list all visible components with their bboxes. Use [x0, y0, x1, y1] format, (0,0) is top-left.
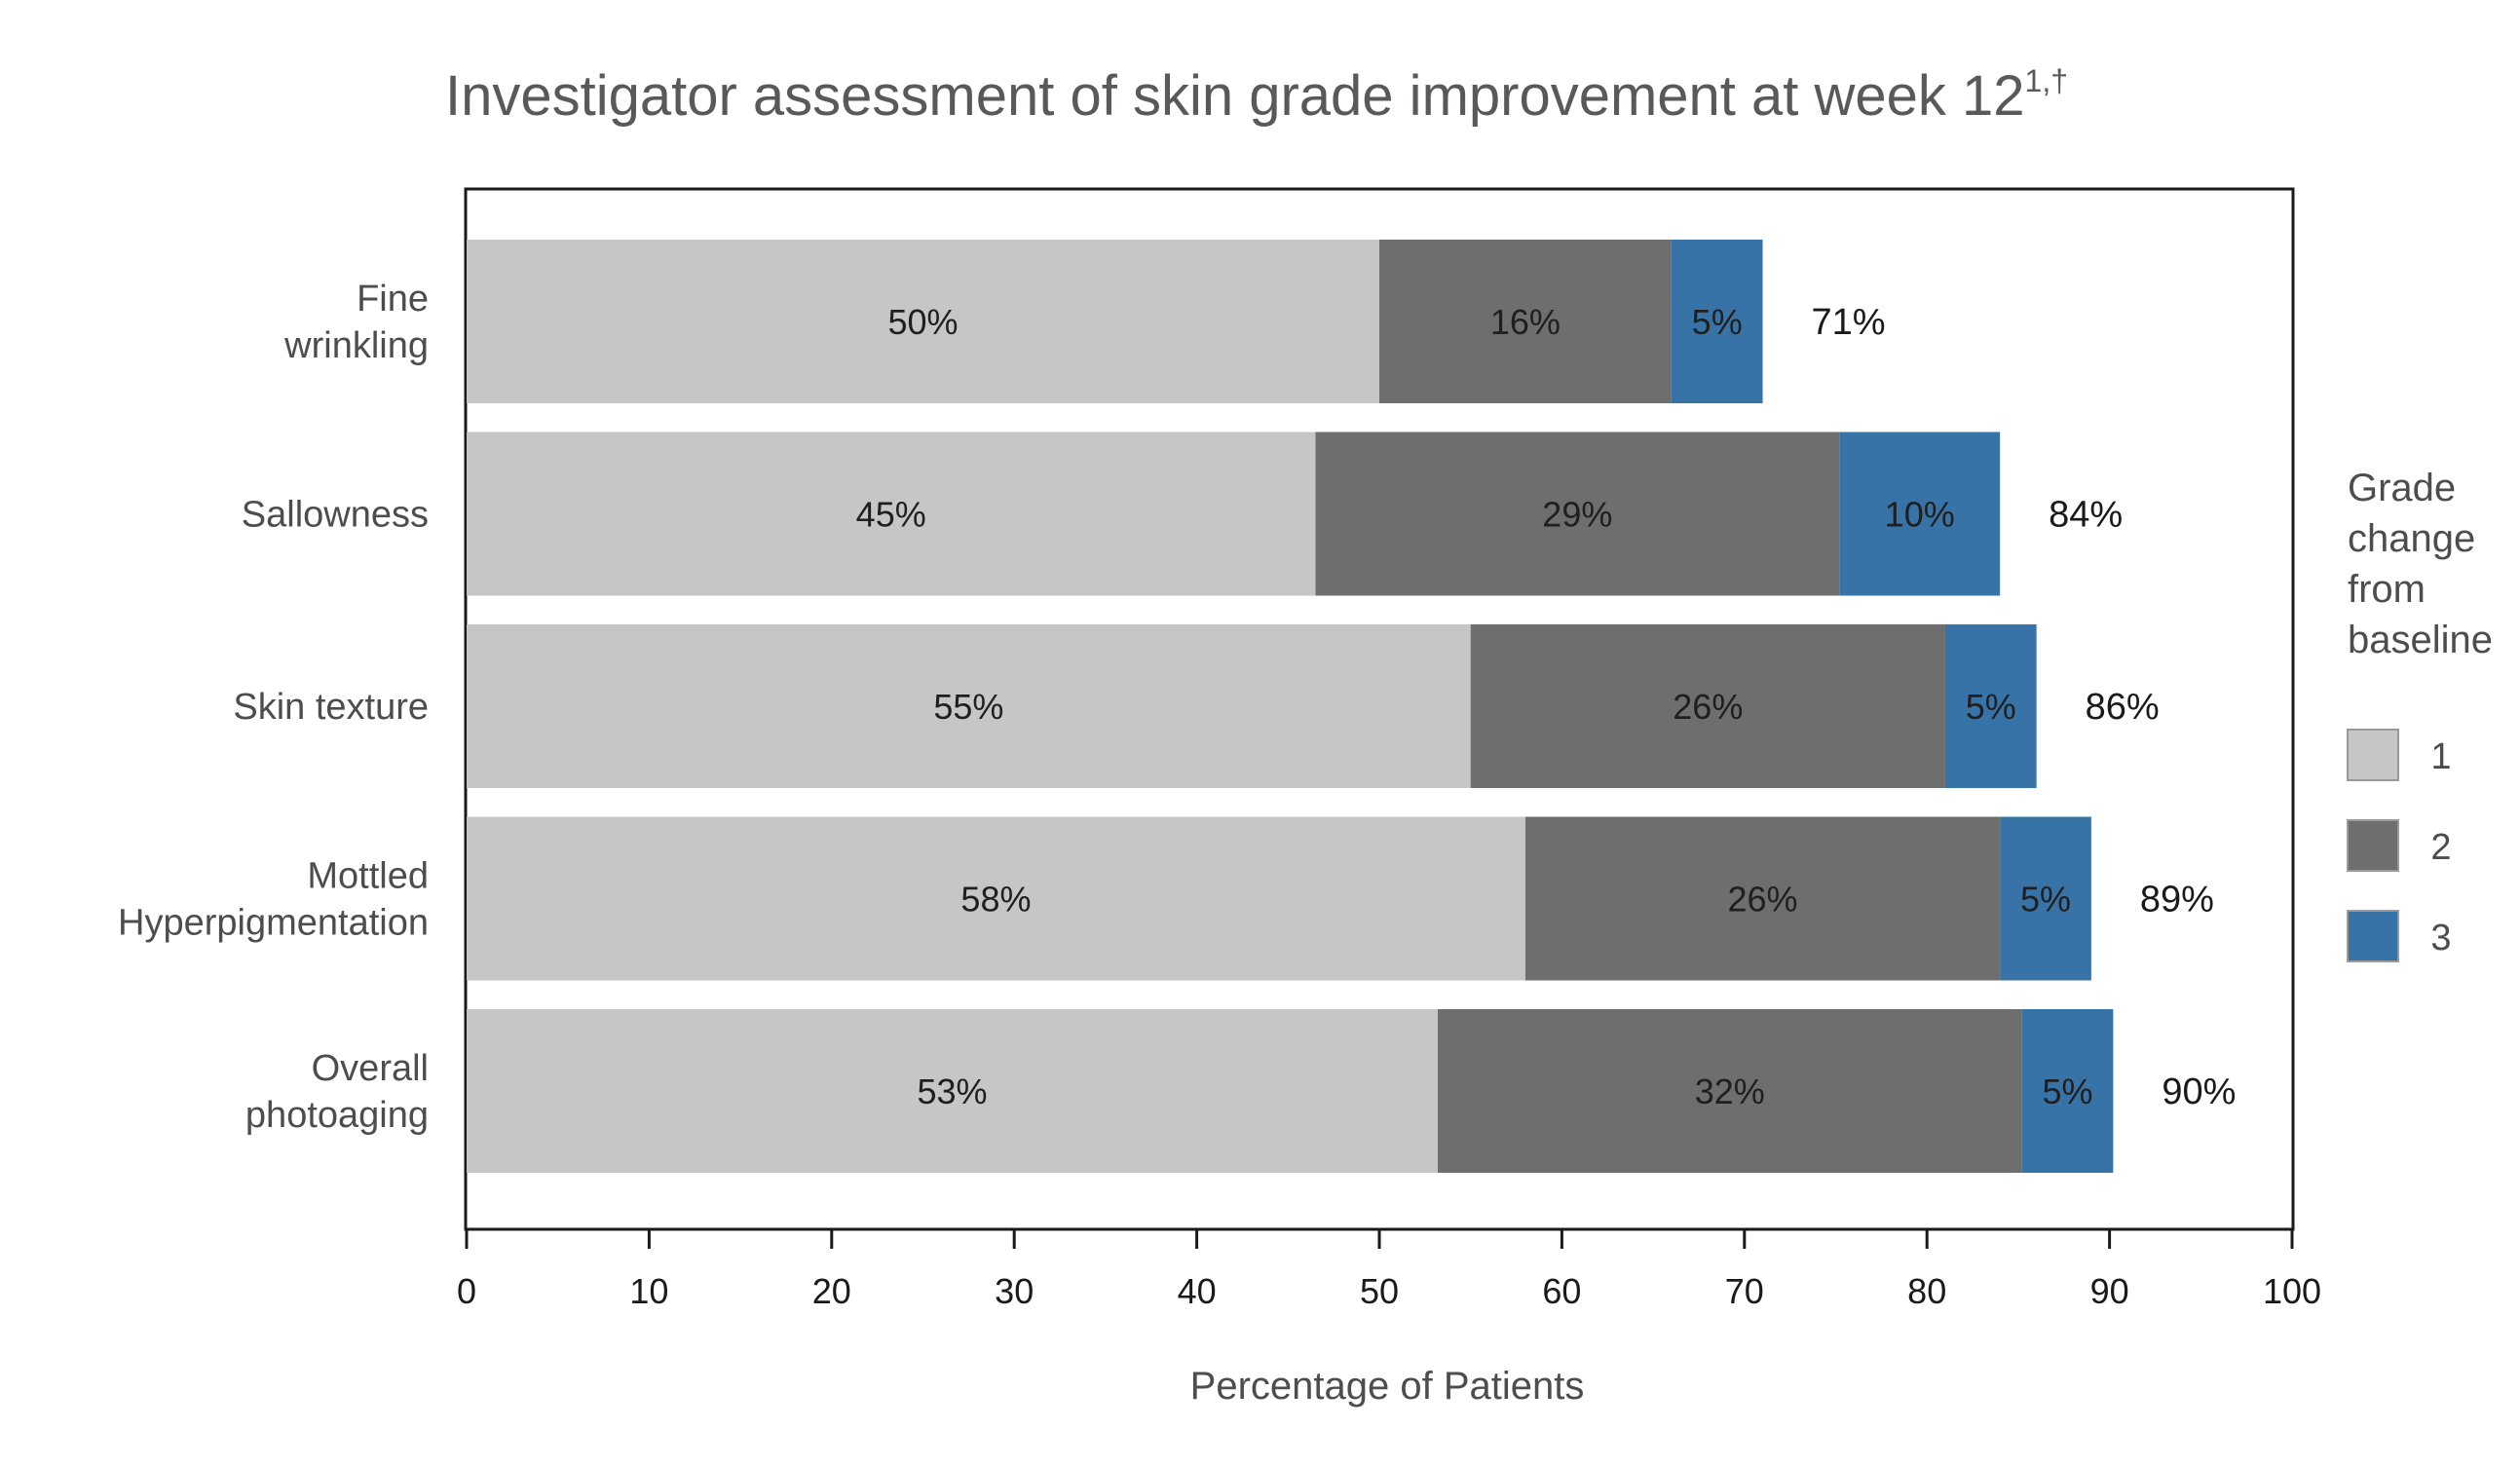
bar-segment-label: 55% [933, 687, 1003, 727]
bar-segment-label: 5% [1966, 687, 2016, 727]
bar-segment-label: 29% [1542, 495, 1612, 535]
bar-segment-3-grade-3 [1944, 624, 2037, 788]
legend-swatch-grade-1 [2347, 729, 2399, 781]
bar-segment-2-grade-3 [1839, 432, 2001, 596]
legend-label: 3 [2430, 918, 2451, 959]
bar-segment-3-grade-1 [467, 624, 1471, 788]
category-label-line: Hyperpigmentation [118, 903, 429, 944]
legend-label: 1 [2430, 736, 2451, 777]
category-label-line: wrinkling [283, 325, 429, 366]
x-tick-label: 60 [1542, 1271, 1581, 1311]
category-label-line: Skin texture [233, 687, 429, 728]
x-tick-label: 80 [1907, 1271, 1946, 1311]
bar-segment-1-grade-2 [1379, 240, 1672, 403]
x-tick-label: 50 [1360, 1271, 1399, 1311]
bar-segment-label: 50% [887, 302, 958, 342]
bar-segment-label: 26% [1728, 880, 1798, 920]
bar-segment-3-grade-2 [1470, 624, 1945, 788]
bar-segment-label: 45% [856, 495, 926, 535]
bar-segment-4-grade-3 [2000, 816, 2091, 981]
bar-total-label: 84% [2049, 495, 2123, 536]
category-label-line: photoaging [245, 1095, 429, 1136]
bar-segment-5-grade-1 [467, 1009, 1438, 1173]
legend-title-line: change [2348, 517, 2475, 560]
bar-segment-label: 53% [917, 1071, 987, 1111]
bar-segment-label: 32% [1695, 1071, 1765, 1111]
bar-total-label: 90% [2162, 1071, 2236, 1112]
legend-title-line: from [2348, 568, 2426, 611]
bar-segment-label: 16% [1490, 302, 1561, 342]
bar-segment-label: 26% [1673, 687, 1743, 727]
x-axis-title: Percentage of Patients [1190, 1365, 1585, 1408]
bar-segment-4-grade-2 [1524, 816, 2001, 981]
x-tick-label: 40 [1178, 1271, 1217, 1311]
category-label: Sallowness [242, 495, 429, 536]
x-tick-label: 20 [812, 1271, 851, 1311]
chart-title-superscript: 1,† [2025, 63, 2068, 98]
bar-segment-4-grade-1 [467, 816, 1525, 981]
bar-total-label: 89% [2140, 880, 2214, 921]
bar-segment-label: 58% [960, 880, 1031, 920]
legend-label: 2 [2430, 827, 2451, 868]
chart-title: Investigator assessment of skin grade im… [445, 63, 2068, 128]
category-label: Mottled Hyperpigmentation [118, 856, 429, 944]
bar-segment-1-grade-1 [467, 240, 1379, 403]
x-tick-label: 90 [2090, 1271, 2129, 1311]
category-label-line: Fine [357, 279, 429, 320]
x-tick-label: 0 [457, 1271, 476, 1311]
category-label-line: Sallowness [242, 495, 429, 536]
bar-segment-5-grade-3 [2021, 1009, 2114, 1173]
category-label: Skin texture [233, 687, 429, 728]
bar-segment-2-grade-1 [467, 432, 1316, 596]
chart-title-text: Investigator assessment of skin grade im… [445, 64, 2025, 128]
bar-segment-label: 5% [2042, 1071, 2092, 1111]
category-label: Fine wrinkling [283, 279, 429, 366]
x-tick-label: 70 [1725, 1271, 1764, 1311]
bar-total-label: 71% [1812, 302, 1886, 343]
bar-segment-2-grade-2 [1315, 432, 1840, 596]
category-label: Overall photoaging [245, 1048, 429, 1136]
legend-title: Grade change from baseline [2348, 467, 2493, 661]
category-label-line: Mottled [307, 856, 429, 897]
bar-segment-label: 5% [1692, 302, 1743, 342]
legend: Grade change from baseline 1 2 3 [2347, 467, 2493, 962]
bar-segment-label: 5% [2020, 880, 2071, 920]
x-tick-label: 30 [995, 1271, 1034, 1311]
bar-segment-5-grade-2 [1437, 1009, 2022, 1173]
category-label-line: Overall [312, 1048, 429, 1089]
legend-swatch-grade-3 [2347, 910, 2399, 962]
x-tick-label: 100 [2263, 1271, 2321, 1311]
bar-segment-1-grade-3 [1671, 240, 1763, 403]
legend-swatch-grade-2 [2347, 819, 2399, 872]
x-tick-label: 10 [629, 1271, 668, 1311]
legend-title-line: baseline [2348, 619, 2493, 661]
bars-layer: 50% 16% 5% 71% Fine wrinkling 45% 29% 10% 84% Sall… [118, 240, 2236, 1173]
legend-title-line: Grade [2348, 467, 2456, 509]
x-axis: 0 10 20 30 40 50 60 70 80 90 100 [457, 1229, 2321, 1311]
bar-segment-label: 10% [1885, 495, 1955, 535]
bar-total-label: 86% [2086, 687, 2160, 728]
